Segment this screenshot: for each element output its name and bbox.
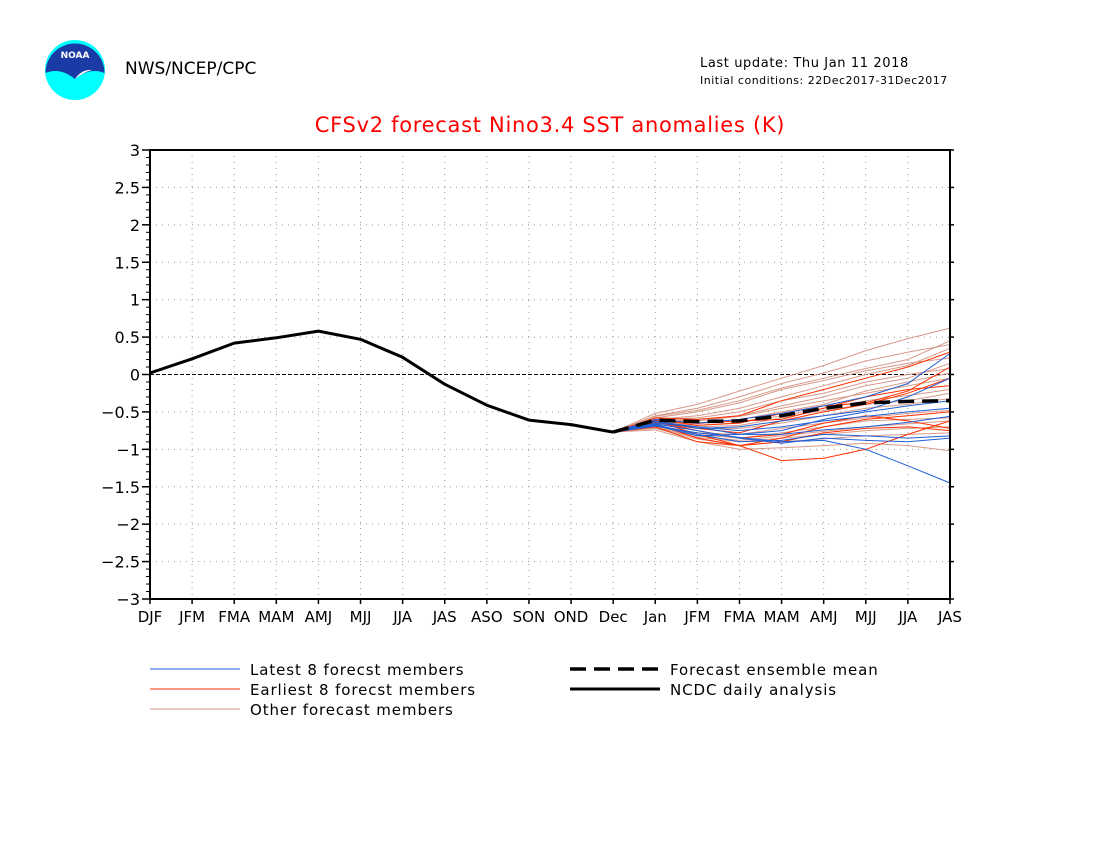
x-tick-label: FMA xyxy=(218,608,251,626)
x-tick-label: FMA xyxy=(724,608,757,626)
y-tick-label: 1 xyxy=(130,291,140,310)
legend-lines xyxy=(150,667,660,710)
latest-member-line xyxy=(613,407,951,433)
y-tick-label: −3 xyxy=(116,590,140,609)
agency-label: NWS/NCEP/CPC xyxy=(125,59,257,79)
x-tick-label: MJJ xyxy=(855,608,877,626)
latest-member-line xyxy=(613,415,951,435)
other-member-line xyxy=(613,372,951,433)
x-tick-label: JJA xyxy=(897,608,918,626)
chart-title: CFSv2 forecast Nino3.4 SST anomalies (K) xyxy=(314,113,786,137)
y-tick-label: −1.5 xyxy=(101,478,140,497)
y-tick-label: −1 xyxy=(116,440,140,459)
analysis-line xyxy=(149,329,614,434)
x-tick-label: Jan xyxy=(643,608,667,626)
x-tick-label: MJJ xyxy=(350,608,372,626)
other-member-line xyxy=(613,344,951,433)
latest-member-line xyxy=(613,423,951,444)
x-tick-label: Dec xyxy=(599,608,628,626)
y-tick-label: 3 xyxy=(130,141,140,160)
earliest-member-line xyxy=(613,411,951,447)
x-tick-label: AMJ xyxy=(305,608,333,626)
last-update-text: Last update: Thu Jan 11 2018 xyxy=(700,56,909,71)
y-tick-label: −2.5 xyxy=(101,553,140,572)
grid-layer xyxy=(150,150,950,599)
legend-label-earliest: Earliest 8 forecst members xyxy=(250,681,476,699)
y-tick-label: −0.5 xyxy=(101,403,140,422)
x-tick-label: JJA xyxy=(392,608,413,626)
noaa-logo-text: NOAA xyxy=(61,51,90,61)
latest-member-line xyxy=(613,400,951,437)
initial-conditions-text: Initial conditions: 22Dec2017-31Dec2017 xyxy=(700,74,948,87)
other-member-line xyxy=(613,340,951,433)
other-member-line xyxy=(613,357,951,433)
main-lines xyxy=(149,329,951,434)
y-tick-label: 1.5 xyxy=(115,253,140,272)
latest-member-line xyxy=(613,424,951,443)
other-member-line xyxy=(613,429,951,452)
legend-label-analysis: NCDC daily analysis xyxy=(670,681,838,699)
earliest-member-line xyxy=(613,420,951,462)
y-tick-label: 2.5 xyxy=(115,178,140,197)
legend-label-latest: Latest 8 forecst members xyxy=(250,661,465,679)
x-tick-label: JAS xyxy=(937,608,962,626)
earliest-member-line xyxy=(613,351,951,433)
x-tick-label: OND xyxy=(554,608,589,626)
other-member-line xyxy=(612,327,951,433)
x-tick-label: DJF xyxy=(138,608,163,626)
y-tick-label: 0.5 xyxy=(115,328,140,347)
x-tick-label: JAS xyxy=(432,608,457,626)
ensemble-mean-line xyxy=(612,398,951,434)
x-tick-label: AMJ xyxy=(810,608,838,626)
member-lines xyxy=(612,327,951,484)
other-member-line xyxy=(613,420,951,441)
x-tick-label: SON xyxy=(513,608,546,626)
x-tick-label: JFM xyxy=(178,608,205,626)
noaa-logo-gull xyxy=(75,69,92,79)
y-tick-label: 0 xyxy=(130,366,140,385)
y-tick-label: −2 xyxy=(116,515,140,534)
y-tick-label: 2 xyxy=(130,216,140,235)
x-tick-label: ASO xyxy=(471,608,503,626)
x-tick-label: MAM xyxy=(258,608,294,626)
noaa-logo: NOAA xyxy=(45,40,105,100)
legend-label-mean: Forecast ensemble mean xyxy=(670,661,879,679)
x-tick-label: MAM xyxy=(764,608,800,626)
legend-label-other: Other forecast members xyxy=(250,701,454,719)
x-tick-label: JFM xyxy=(683,608,710,626)
